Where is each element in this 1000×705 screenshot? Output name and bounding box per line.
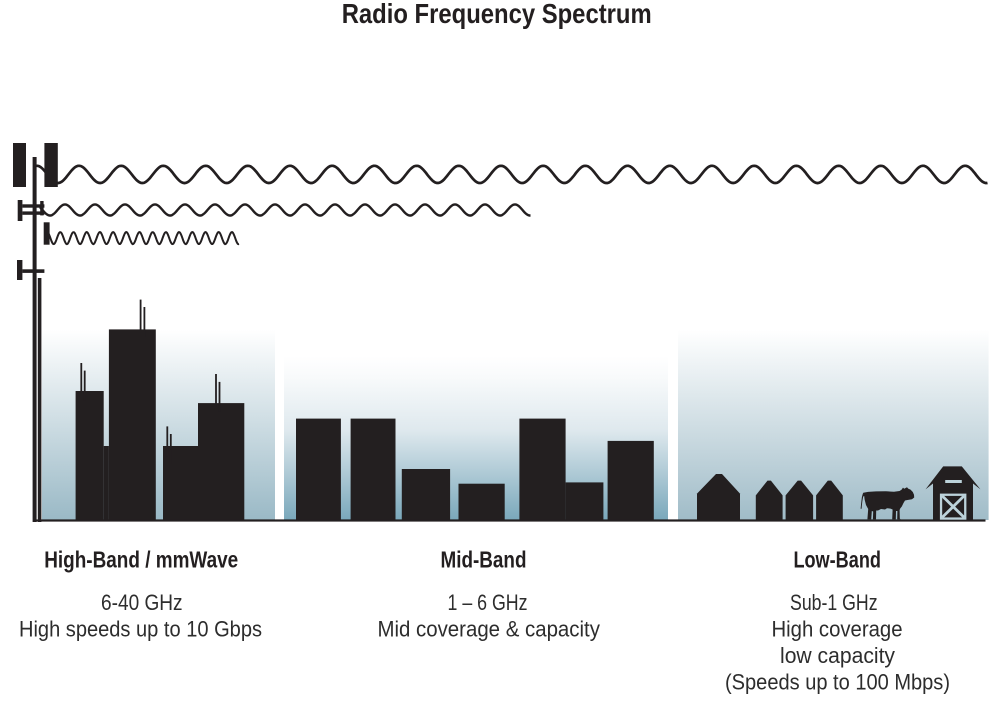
svg-text:6-40 GHz: 6-40 GHz bbox=[101, 590, 183, 615]
svg-text:High coverage: High coverage bbox=[772, 617, 903, 642]
svg-text:Sub-1 GHz: Sub-1 GHz bbox=[790, 590, 878, 615]
svg-text:low capacity: low capacity bbox=[780, 643, 895, 668]
svg-text:High-Band / mmWave: High-Band / mmWave bbox=[44, 546, 238, 572]
svg-text:(Speeds up to 100 Mbps): (Speeds up to 100 Mbps) bbox=[725, 670, 950, 695]
svg-text:Radio Frequency Spectrum: Radio Frequency Spectrum bbox=[342, 0, 652, 29]
svg-text:Mid-Band: Mid-Band bbox=[441, 546, 527, 572]
svg-text:High speeds up to 10 Gbps: High speeds up to 10 Gbps bbox=[19, 617, 262, 642]
svg-text:Low-Band: Low-Band bbox=[793, 546, 881, 572]
svg-text:Mid coverage & capacity: Mid coverage & capacity bbox=[377, 617, 600, 642]
svg-text:1 – 6 GHz: 1 – 6 GHz bbox=[448, 590, 528, 615]
